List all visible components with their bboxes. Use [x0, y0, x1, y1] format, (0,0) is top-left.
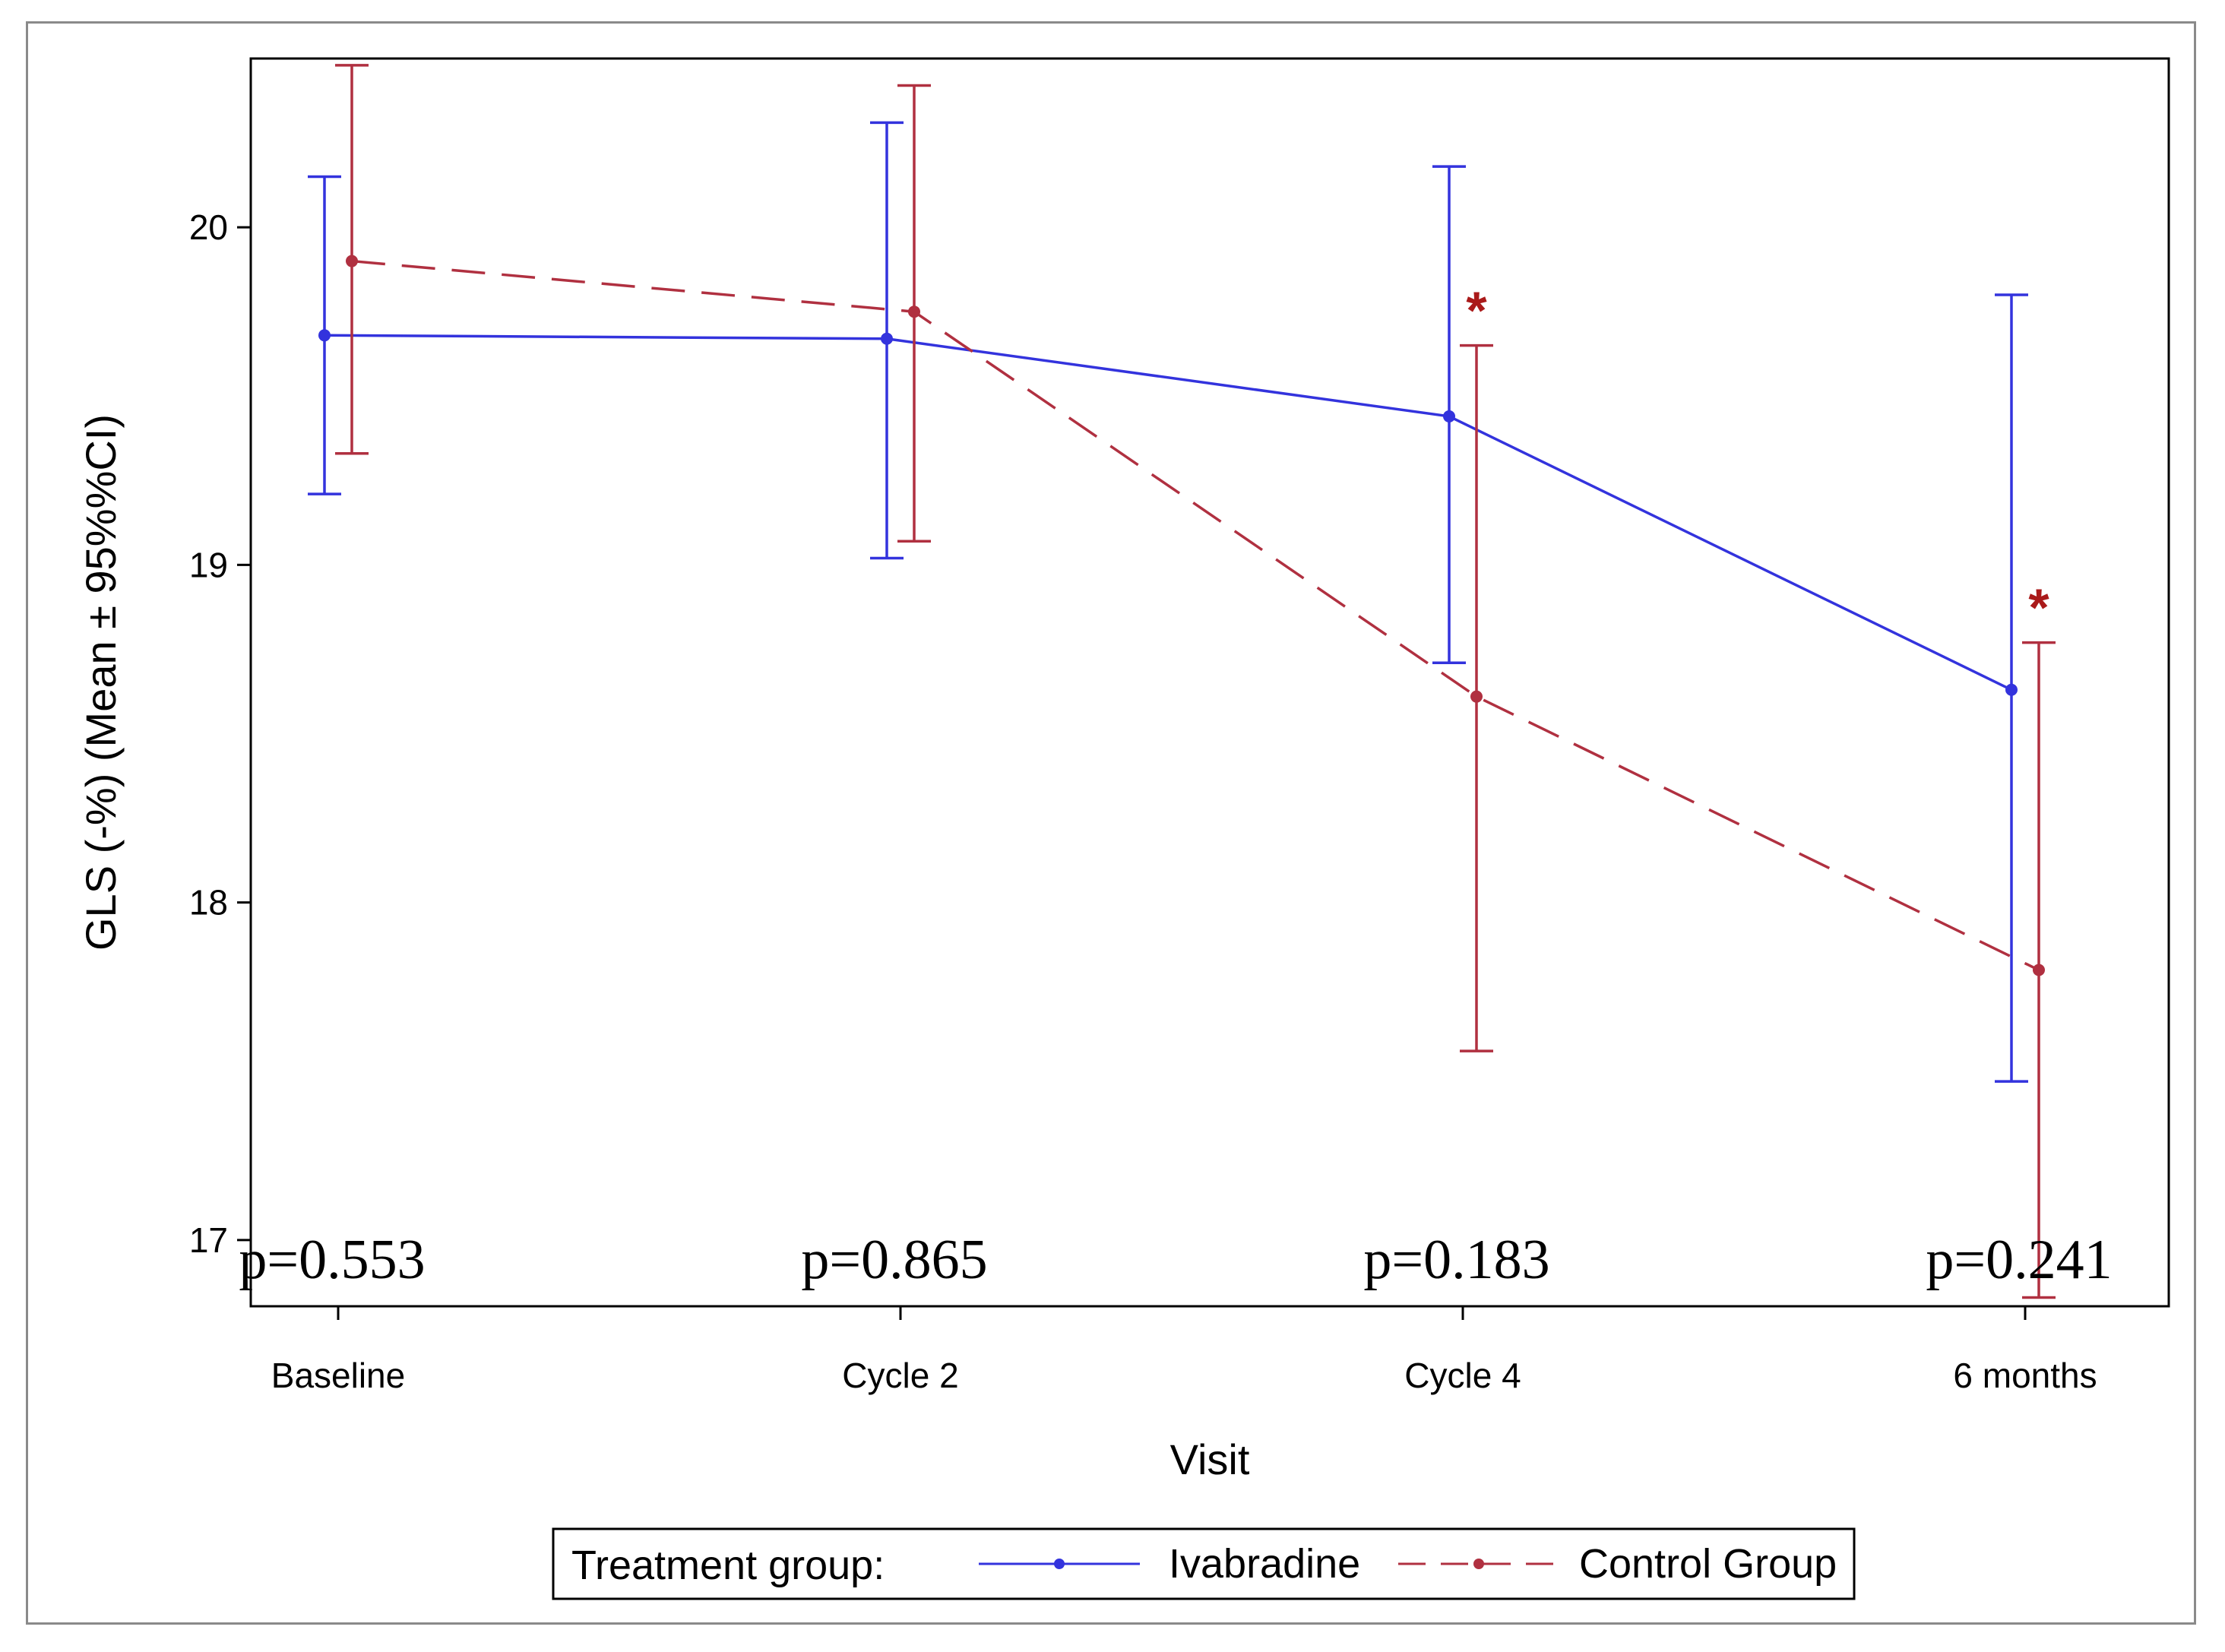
data-point-control-group-0	[346, 255, 358, 267]
series-control-group	[335, 64, 2056, 1299]
data-point-ivabradine-3	[2005, 683, 2018, 696]
x-tick-label-6-months: 6 months	[1953, 1356, 2097, 1395]
p-value-6-months: p=0.241	[1926, 1229, 2112, 1291]
series-layer	[308, 64, 2056, 1299]
significance-star-6-months: *	[2028, 578, 2049, 638]
x-axis-title: Visit	[1170, 1435, 1250, 1483]
p-value-baseline: p=0.553	[239, 1229, 425, 1291]
significance-star-cycle-4: *	[1466, 281, 1487, 340]
data-point-ivabradine-2	[1443, 410, 1455, 422]
plot-area	[249, 57, 2170, 1308]
y-axis-title: GLS (-%) (Mean ± 95%%CI)	[77, 414, 125, 951]
series-line-control-group	[351, 259, 2040, 972]
series-ivabradine	[308, 121, 2028, 1083]
x-tick-label-cycle-2: Cycle 2	[842, 1356, 958, 1395]
p-value-cycle-2: p=0.865	[801, 1229, 987, 1291]
data-point-ivabradine-1	[881, 332, 893, 345]
x-tick-label-cycle-4: Cycle 4	[1404, 1356, 1521, 1395]
y-tick-label-18: 18	[189, 883, 228, 923]
y-tick-label-17: 17	[189, 1220, 228, 1260]
legend-marker-ivabradine	[1054, 1559, 1065, 1569]
figure-frame	[26, 21, 2196, 1625]
data-point-control-group-2	[1470, 690, 1483, 703]
axes-layer	[237, 226, 2027, 1320]
y-tick-label-20: 20	[189, 207, 228, 247]
x-tick-label-baseline: Baseline	[271, 1356, 405, 1395]
legend-label-ivabradine: Ivabradine	[1169, 1541, 1360, 1587]
legend-label-control-group: Control Group	[1579, 1541, 1837, 1587]
data-point-control-group-3	[2033, 964, 2045, 976]
y-tick-label-19: 19	[189, 545, 228, 584]
data-point-ivabradine-0	[318, 329, 331, 342]
data-point-control-group-1	[908, 305, 920, 318]
legend-marker-control-group	[1473, 1559, 1484, 1569]
legend-title: Treatment group:	[571, 1543, 885, 1588]
series-line-ivabradine	[324, 334, 2012, 691]
legend: Treatment group: Ivabradine Control Grou…	[552, 1527, 1856, 1600]
p-value-cycle-4: p=0.183	[1363, 1229, 1549, 1291]
legend-box	[552, 1527, 1856, 1600]
